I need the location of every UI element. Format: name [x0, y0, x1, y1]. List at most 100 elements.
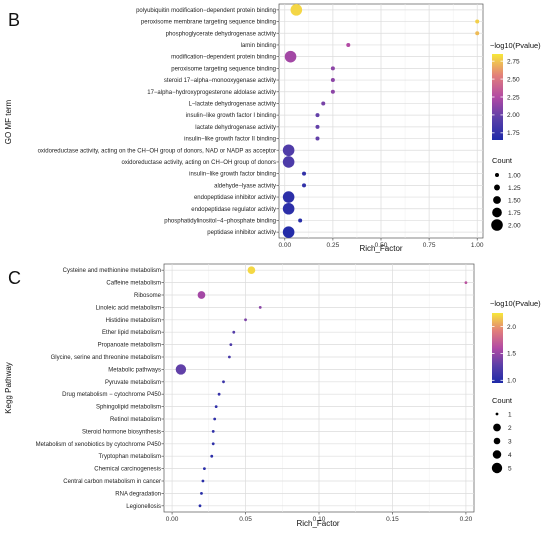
category-label-c: Legionellosis — [126, 504, 161, 510]
x-tick-label-c: 0.20 — [460, 516, 473, 523]
colorbar-tick-label-b: 2.25 — [507, 94, 520, 101]
data-point-b — [346, 42, 351, 47]
x-tick-label-b: 1.00 — [471, 242, 484, 249]
category-label-c: Chemical carcinogenesis — [94, 467, 161, 473]
category-label-b: oxidoreductase activity, acting on the C… — [38, 148, 276, 154]
category-label-c: Linoleic acid metabolism — [96, 305, 161, 311]
panel-c-x-axis-label: Rich_Factor — [296, 519, 339, 528]
category-label-c: Metabolic pathways — [108, 367, 161, 373]
data-point-b — [315, 124, 320, 129]
data-point-b — [290, 4, 303, 16]
category-label-b: endopeptidase regulator activity — [191, 207, 276, 213]
panel-b-x-ticks: 0.00 0.25 0.50 0.75 1.00 — [278, 238, 484, 249]
data-point-b — [302, 183, 307, 188]
size-legend-label-b: 2.00 — [508, 222, 521, 229]
category-label-c: Drug metabolism − cytochrome P450 — [62, 392, 162, 398]
data-point-c — [244, 318, 247, 322]
category-label-c: Tryptophan metabolism — [99, 454, 161, 460]
panel-b-points — [282, 4, 480, 238]
panel-c-size-legend-title: Count — [492, 396, 513, 405]
category-label-b: modification−dependent protein binding — [171, 55, 276, 61]
panel-b-color-legend: −log10(Pvalue) 2.75 2.50 2.25 2.00 1.75 — [490, 41, 541, 140]
panel-c-x-ticks: 0.00 0.05 0.10 0.15 0.20 — [166, 512, 473, 523]
x-tick-label-b: 0.50 — [375, 242, 388, 249]
data-point-b — [282, 226, 295, 238]
panel-b-grid — [279, 4, 483, 238]
category-label-c: Cysteine and methionine metabolism — [63, 268, 161, 274]
category-label-b: lactate dehydrogenase activity — [195, 125, 276, 131]
panel-c-size-legend-items: 1 2 3 4 5 — [491, 411, 512, 474]
x-tick-label-b: 0.25 — [327, 242, 340, 249]
data-point-c — [214, 405, 218, 408]
data-point-b — [330, 78, 335, 83]
size-legend-label-b: 1.50 — [508, 197, 521, 204]
data-point-b — [315, 113, 320, 118]
category-label-b: peptidase inhibitor activity — [207, 230, 276, 236]
panel-b-size-legend: Count 1.00 1.25 1.50 1.75 2.00 — [491, 156, 521, 231]
panel-b-size-legend-title: Count — [492, 156, 513, 165]
x-tick-label-c: 0.05 — [239, 516, 252, 523]
category-label-c: Propanoate metabolism — [98, 343, 161, 349]
data-point-c — [210, 454, 214, 458]
category-label-b: insulin−like growth factor binding — [189, 172, 276, 178]
category-label-b: aldehyde−lyase activity — [214, 183, 276, 189]
colorbar-tick-label-b: 2.00 — [507, 112, 520, 119]
data-point-b — [282, 144, 295, 157]
category-label-b: peroxisome targeting sequence binding — [171, 66, 276, 72]
panel-c-color-legend: −log10(Pvalue) 2.0 1.5 1.0 — [490, 299, 541, 385]
data-point-b — [321, 101, 326, 106]
size-legend-label-c: 4 — [508, 452, 512, 459]
size-legend-dot-c — [492, 450, 502, 459]
x-tick-label-b: 0.00 — [278, 242, 291, 249]
x-tick-label-c: 0.10 — [313, 516, 326, 523]
category-label-b: polyubiquitin modification−dependent pro… — [136, 8, 276, 14]
size-legend-dot-b — [491, 219, 503, 231]
panel-b-category-labels: polyubiquitin modification−dependent pro… — [38, 8, 279, 236]
category-label-b: oxidoreductase activity, acting on CH−OH… — [122, 160, 276, 166]
data-point-b — [330, 66, 335, 71]
category-label-b: phosphatidylinositol−4−phosphate binding — [164, 218, 276, 224]
size-legend-dot-c — [493, 437, 501, 445]
category-label-c: Histidine metabolism — [106, 318, 161, 324]
category-label-c: Caffeine metabolism — [106, 281, 161, 287]
data-point-c — [211, 442, 215, 446]
category-label-c: Sphingolipid metabolism — [96, 405, 161, 411]
data-point-b — [282, 202, 295, 215]
panel-c-colorbar — [492, 313, 503, 383]
data-point-b — [475, 31, 480, 36]
category-label-b: L−lactate dehydrogenase activity — [188, 101, 276, 107]
category-label-b: lamin binding — [241, 43, 276, 49]
size-legend-dot-c — [491, 462, 503, 474]
colorbar-tick-label-c: 1.5 — [507, 351, 516, 358]
data-point-b — [315, 136, 320, 141]
data-point-b — [330, 89, 335, 94]
panel-b-colorbar-ticks: 2.75 2.50 2.25 2.00 1.75 — [492, 58, 520, 137]
data-point-c — [198, 504, 202, 508]
size-legend-dot-b — [492, 207, 502, 218]
data-point-c — [197, 291, 206, 299]
data-point-c — [213, 417, 217, 421]
data-point-c — [201, 479, 205, 483]
category-label-c: Metabolism of xenobiotics by cytochrome … — [36, 442, 162, 448]
panel-b-y-axis-label: GO MF term — [4, 99, 13, 144]
panel-c-category-labels: Cysteine and methionine metabolism Caffei… — [36, 268, 164, 510]
category-label-c: Ether lipid metabolism — [102, 330, 161, 336]
data-point-c — [222, 380, 225, 384]
category-label-b: phosphoglycerate dehydrogenase activity — [166, 31, 276, 37]
data-point-c — [217, 392, 221, 396]
data-point-c — [258, 306, 262, 309]
data-point-c — [229, 343, 233, 346]
panel-c-letter: C — [8, 268, 21, 288]
data-point-b — [475, 19, 480, 24]
data-point-c — [227, 355, 231, 359]
colorbar-tick-label-b: 1.75 — [507, 130, 520, 137]
panel-c-points — [175, 266, 468, 508]
data-point-c — [211, 430, 215, 433]
panel-b-letter: B — [8, 10, 20, 30]
x-tick-label-b: 0.75 — [423, 242, 436, 249]
data-point-c — [232, 330, 236, 334]
panel-b-size-legend-items: 1.00 1.25 1.50 1.75 2.00 — [491, 172, 521, 231]
size-legend-dot-c — [493, 423, 501, 432]
size-legend-dot-b — [493, 196, 501, 204]
